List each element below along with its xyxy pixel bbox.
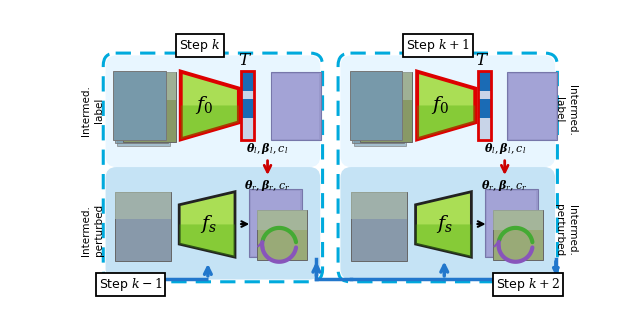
Polygon shape [179, 192, 235, 257]
FancyBboxPatch shape [257, 210, 307, 230]
Text: $\boldsymbol{\theta}_l, \boldsymbol{\beta}_l, c_l$: $\boldsymbol{\theta}_l, \boldsymbol{\bet… [484, 141, 526, 156]
FancyBboxPatch shape [124, 72, 176, 142]
FancyBboxPatch shape [340, 167, 555, 280]
Bar [241, 126, 253, 139]
FancyBboxPatch shape [349, 71, 403, 140]
Text: $\boldsymbol{\theta}_r, \boldsymbol{\beta}_r, c_r$: $\boldsymbol{\theta}_r, \boldsymbol{\bet… [244, 178, 291, 193]
Text: $T$: $T$ [475, 51, 489, 69]
FancyBboxPatch shape [360, 72, 412, 142]
Text: Step $k - 1$: Step $k - 1$ [99, 276, 162, 293]
FancyBboxPatch shape [493, 210, 543, 230]
Text: Step $k+2$: Step $k+2$ [496, 276, 560, 293]
Text: $\boldsymbol{\theta}_l, \boldsymbol{\beta}_l, c_l$: $\boldsymbol{\theta}_l, \boldsymbol{\bet… [246, 141, 289, 156]
Polygon shape [415, 192, 472, 257]
FancyBboxPatch shape [493, 210, 543, 260]
FancyBboxPatch shape [113, 71, 166, 140]
FancyBboxPatch shape [509, 74, 556, 139]
Text: $f_0$: $f_0$ [195, 95, 213, 116]
Text: Step $k$: Step $k$ [179, 37, 221, 54]
FancyBboxPatch shape [115, 192, 171, 219]
Bar [478, 126, 491, 139]
FancyBboxPatch shape [485, 189, 538, 257]
Polygon shape [180, 72, 239, 139]
Bar [241, 72, 253, 91]
FancyBboxPatch shape [106, 167, 320, 280]
Text: $T$: $T$ [238, 51, 252, 69]
FancyBboxPatch shape [360, 72, 412, 100]
FancyBboxPatch shape [249, 189, 301, 257]
Bar [478, 71, 491, 140]
Bar [241, 99, 253, 118]
FancyBboxPatch shape [115, 74, 168, 143]
Text: Step $k+1$: Step $k+1$ [406, 37, 470, 54]
Polygon shape [417, 72, 476, 139]
Text: Intermed.
perturbed: Intermed. perturbed [554, 204, 577, 256]
Bar [241, 71, 254, 140]
FancyBboxPatch shape [353, 76, 406, 146]
FancyBboxPatch shape [250, 191, 300, 256]
Text: $f_s$: $f_s$ [200, 214, 217, 235]
FancyBboxPatch shape [271, 72, 321, 140]
Bar [478, 91, 491, 99]
Polygon shape [179, 224, 235, 257]
Text: $f_0$: $f_0$ [431, 95, 449, 116]
Bar [478, 99, 491, 118]
FancyBboxPatch shape [106, 55, 320, 167]
FancyBboxPatch shape [340, 55, 555, 167]
FancyBboxPatch shape [124, 72, 176, 100]
FancyBboxPatch shape [257, 210, 307, 260]
Text: Intermed.
label: Intermed. label [554, 85, 577, 135]
FancyBboxPatch shape [351, 192, 407, 261]
Text: $\boldsymbol{\theta}_r, \boldsymbol{\beta}_r, c_r$: $\boldsymbol{\theta}_r, \boldsymbol{\bet… [481, 178, 528, 193]
FancyBboxPatch shape [487, 191, 536, 256]
Text: $f_s$: $f_s$ [436, 214, 453, 235]
Polygon shape [180, 106, 239, 139]
Bar [241, 91, 253, 99]
FancyBboxPatch shape [117, 76, 170, 146]
FancyBboxPatch shape [351, 192, 407, 219]
FancyBboxPatch shape [272, 74, 319, 139]
FancyBboxPatch shape [507, 72, 557, 140]
Bar [478, 118, 491, 126]
Text: Intermed.
label: Intermed. label [81, 85, 104, 135]
Bar [241, 118, 253, 126]
FancyBboxPatch shape [115, 192, 171, 261]
Text: Intermed.
perturbed: Intermed. perturbed [81, 204, 104, 256]
Polygon shape [417, 106, 476, 139]
Polygon shape [415, 224, 472, 257]
Bar [478, 72, 491, 91]
FancyBboxPatch shape [351, 74, 404, 143]
